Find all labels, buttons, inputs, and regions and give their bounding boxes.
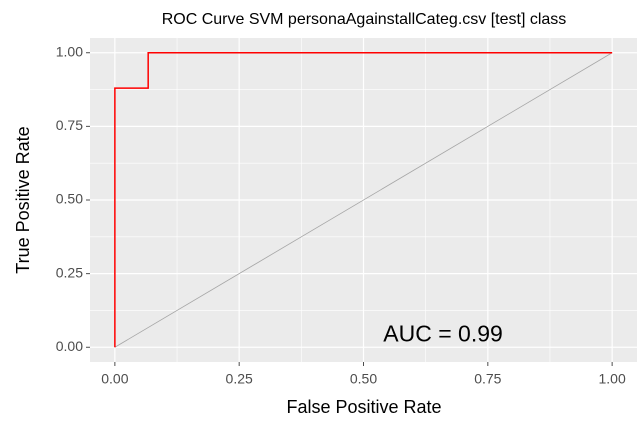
y-axis-title: True Positive Rate	[13, 126, 33, 273]
y-tick-label: 0.75	[56, 117, 83, 133]
x-tick-label: 0.25	[226, 371, 253, 387]
y-tick-label: 1.00	[56, 43, 83, 59]
x-axis-title: False Positive Rate	[286, 397, 441, 417]
y-tick-label: 0.25	[56, 264, 83, 280]
x-tick-label: 0.75	[474, 371, 501, 387]
annotation: AUC = 0.99	[383, 321, 503, 347]
x-tick-label: 0.50	[350, 371, 377, 387]
x-tick-label: 1.00	[599, 371, 626, 387]
y-tick-label: 0.50	[56, 191, 83, 207]
chart-title: ROC Curve SVM personaAgainstallCateg.csv…	[162, 11, 567, 28]
roc-line	[114, 51, 613, 348]
reference-line	[114, 52, 613, 348]
y-tick-label: 0.00	[56, 338, 83, 354]
x-tick-label: 0.00	[101, 371, 128, 387]
